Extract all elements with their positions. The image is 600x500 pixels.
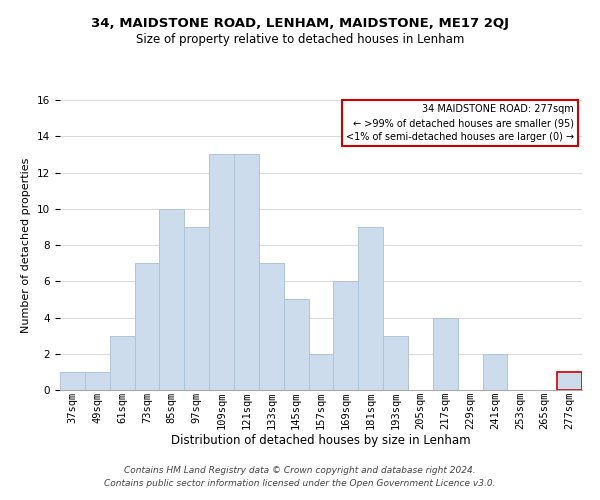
Text: 34, MAIDSTONE ROAD, LENHAM, MAIDSTONE, ME17 2QJ: 34, MAIDSTONE ROAD, LENHAM, MAIDSTONE, M… bbox=[91, 18, 509, 30]
Bar bbox=[85, 372, 110, 390]
Bar bbox=[557, 372, 582, 390]
Bar bbox=[334, 281, 358, 390]
X-axis label: Distribution of detached houses by size in Lenham: Distribution of detached houses by size … bbox=[171, 434, 471, 448]
Bar bbox=[160, 209, 184, 390]
Bar bbox=[184, 227, 209, 390]
Bar bbox=[433, 318, 458, 390]
Bar bbox=[358, 227, 383, 390]
Text: 34 MAIDSTONE ROAD: 277sqm
← >99% of detached houses are smaller (95)
<1% of semi: 34 MAIDSTONE ROAD: 277sqm ← >99% of deta… bbox=[346, 104, 574, 142]
Bar bbox=[284, 300, 308, 390]
Bar bbox=[259, 263, 284, 390]
Bar bbox=[234, 154, 259, 390]
Y-axis label: Number of detached properties: Number of detached properties bbox=[22, 158, 31, 332]
Bar bbox=[308, 354, 334, 390]
Bar bbox=[209, 154, 234, 390]
Text: Size of property relative to detached houses in Lenham: Size of property relative to detached ho… bbox=[136, 32, 464, 46]
Bar bbox=[134, 263, 160, 390]
Bar bbox=[482, 354, 508, 390]
Bar bbox=[110, 336, 134, 390]
Bar bbox=[60, 372, 85, 390]
Bar bbox=[383, 336, 408, 390]
Text: Contains HM Land Registry data © Crown copyright and database right 2024.
Contai: Contains HM Land Registry data © Crown c… bbox=[104, 466, 496, 487]
